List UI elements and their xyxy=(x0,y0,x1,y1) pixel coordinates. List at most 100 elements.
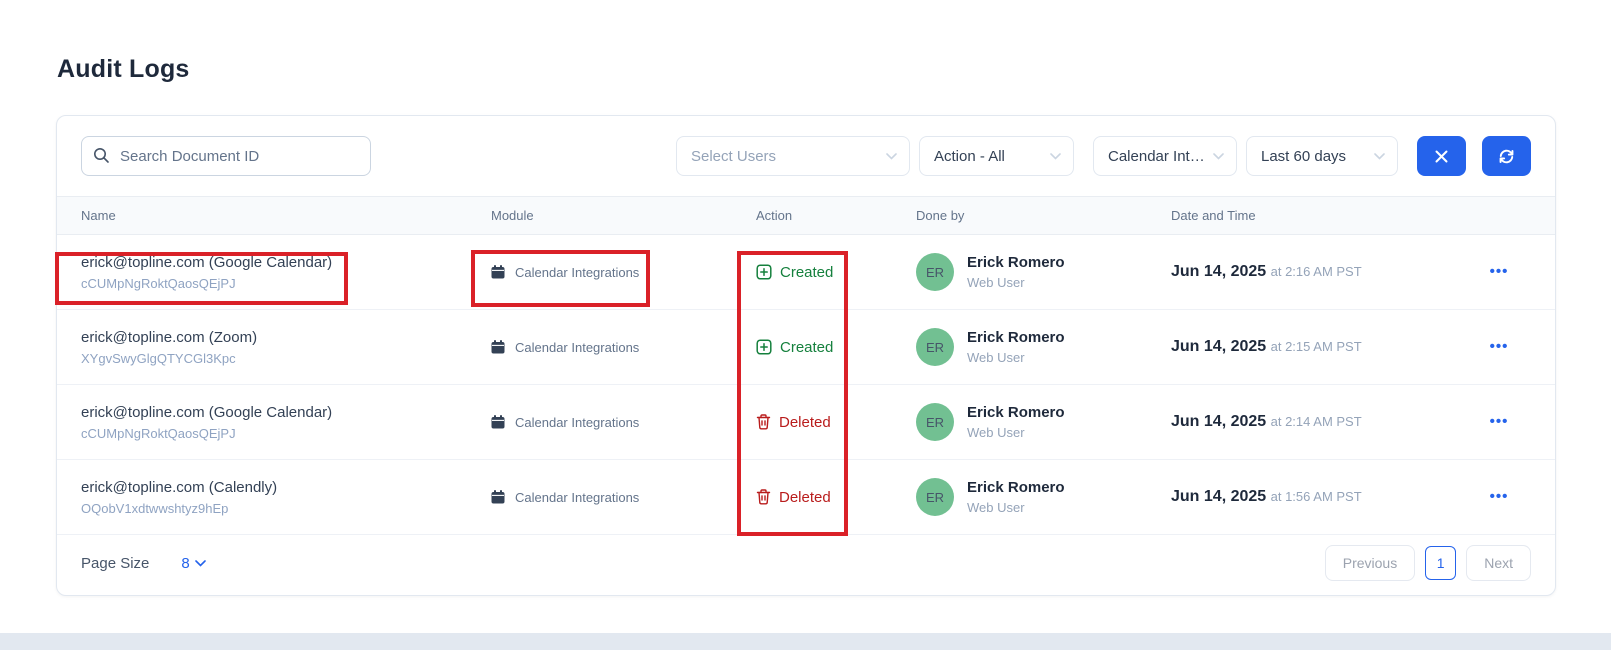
document-id: cCUMpNgRoktQaosQEjPJ xyxy=(81,425,236,441)
chevron-down-icon xyxy=(1213,152,1224,160)
time-value: at 1:56 AM PST xyxy=(1270,489,1362,504)
done-by-text: Erick Romero Web User xyxy=(967,254,1065,290)
date-cell: Jun 14, 2025 at 1:56 AM PST xyxy=(1171,488,1467,506)
document-id: XYgvSwyGlgQTYCGl3Kpc xyxy=(81,350,236,366)
date-range-filter-dropdown[interactable]: Last 60 days xyxy=(1246,136,1398,176)
table-footer: Page Size 8 Previous 1 Next xyxy=(57,535,1555,591)
done-by-text: Erick Romero Web User xyxy=(967,329,1065,365)
search-input[interactable] xyxy=(81,136,371,176)
date-value: Jun 14, 2025 xyxy=(1171,338,1267,355)
users-filter-dropdown[interactable]: Select Users xyxy=(676,136,910,176)
record-name: erick@topline.com (Calendly) xyxy=(81,478,278,496)
done-by-text: Erick Romero Web User xyxy=(967,479,1065,515)
search-wrap xyxy=(81,136,371,176)
users-filter-label: Select Users xyxy=(691,147,777,165)
done-by-name: Erick Romero xyxy=(967,479,1065,496)
row-actions-menu-button[interactable]: ••• xyxy=(1489,338,1509,355)
chevron-down-icon xyxy=(886,152,897,160)
trash-icon xyxy=(756,489,771,505)
name-cell: erick@topline.com (Google Calendar) cCUM… xyxy=(81,254,491,291)
done-by-name: Erick Romero xyxy=(967,329,1065,346)
avatar: ER xyxy=(916,403,954,441)
name-cell: erick@topline.com (Calendly) OQobV1xdtww… xyxy=(81,479,491,516)
action-label: Deleted xyxy=(779,488,831,506)
module-label: Calendar Integrations xyxy=(515,414,640,430)
module-cell: Calendar Integrations xyxy=(491,265,756,280)
calendar-icon xyxy=(491,340,505,354)
module-cell: Calendar Integrations xyxy=(491,340,756,355)
table-body: erick@topline.com (Google Calendar) cCUM… xyxy=(57,235,1555,535)
row-actions-menu-button[interactable]: ••• xyxy=(1489,263,1509,280)
table-row: erick@topline.com (Google Calendar) cCUM… xyxy=(57,385,1555,460)
table-header-row: Name Module Action Done by Date and Time xyxy=(57,196,1555,235)
avatar: ER xyxy=(916,328,954,366)
date-cell: Jun 14, 2025 at 2:14 AM PST xyxy=(1171,413,1467,431)
action-cell: Deleted xyxy=(756,489,916,506)
action-filter-dropdown[interactable]: Action - All xyxy=(919,136,1074,176)
done-by-name: Erick Romero xyxy=(967,254,1065,271)
column-header-module: Module xyxy=(491,208,534,223)
row-actions-menu-button[interactable]: ••• xyxy=(1489,488,1509,505)
filter-bar: Select Users Action - All Calendar Integ… xyxy=(676,136,1531,176)
calendar-icon xyxy=(491,490,505,504)
page-size-label: Page Size xyxy=(81,554,150,572)
clear-filters-button[interactable] xyxy=(1417,136,1466,176)
done-by-role: Web User xyxy=(967,275,1025,290)
action-filter-label: Action - All xyxy=(934,147,1005,165)
module-label: Calendar Integrations xyxy=(515,339,640,355)
avatar: ER xyxy=(916,478,954,516)
done-by-role: Web User xyxy=(967,350,1025,365)
done-by-cell: ER Erick Romero Web User xyxy=(916,253,1171,291)
menu-cell: ••• xyxy=(1467,338,1531,356)
refresh-icon xyxy=(1499,149,1514,163)
menu-cell: ••• xyxy=(1467,263,1531,281)
chevron-down-icon xyxy=(1374,152,1385,160)
date-range-filter-label: Last 60 days xyxy=(1261,147,1347,165)
done-by-role: Web User xyxy=(967,425,1025,440)
row-actions-menu-button[interactable]: ••• xyxy=(1489,413,1509,430)
pagination: Previous 1 Next xyxy=(1324,545,1531,581)
record-name: erick@topline.com (Google Calendar) xyxy=(81,403,333,421)
module-filter-dropdown[interactable]: Calendar Integr... xyxy=(1093,136,1237,176)
time-value: at 2:15 AM PST xyxy=(1270,339,1362,354)
date-value: Jun 14, 2025 xyxy=(1171,488,1267,505)
module-label: Calendar Integrations xyxy=(515,489,640,505)
document-id: OQobV1xdtwwshtyz9hEp xyxy=(81,500,229,516)
chevron-down-icon xyxy=(1050,152,1061,160)
action-label: Deleted xyxy=(779,413,831,431)
date-value: Jun 14, 2025 xyxy=(1171,413,1267,430)
page-size-control: Page Size 8 xyxy=(81,555,206,572)
module-filter-label: Calendar Integr... xyxy=(1108,147,1205,165)
trash-icon xyxy=(756,414,771,430)
menu-cell: ••• xyxy=(1467,488,1531,506)
record-name: erick@topline.com (Zoom) xyxy=(81,328,258,346)
avatar: ER xyxy=(916,253,954,291)
action-cell: Created xyxy=(756,264,916,281)
close-icon xyxy=(1435,150,1448,162)
date-value: Jun 14, 2025 xyxy=(1171,263,1267,280)
module-cell: Calendar Integrations xyxy=(491,415,756,430)
current-page-button[interactable]: 1 xyxy=(1425,546,1457,580)
table-row: erick@topline.com (Zoom) XYgvSwyGlgQTYCG… xyxy=(57,310,1555,385)
action-cell: Deleted xyxy=(756,414,916,431)
page-size-selector[interactable]: 8 xyxy=(181,555,206,572)
document-id: cCUMpNgRoktQaosQEjPJ xyxy=(81,275,236,291)
next-page-button[interactable]: Next xyxy=(1466,545,1531,581)
refresh-button[interactable] xyxy=(1482,136,1531,176)
menu-cell: ••• xyxy=(1467,413,1531,431)
name-cell: erick@topline.com (Google Calendar) cCUM… xyxy=(81,404,491,441)
audit-logs-card: Select Users Action - All Calendar Integ… xyxy=(56,115,1556,596)
done-by-cell: ER Erick Romero Web User xyxy=(916,403,1171,441)
previous-page-button[interactable]: Previous xyxy=(1324,545,1416,581)
date-cell: Jun 14, 2025 at 2:16 AM PST xyxy=(1171,263,1467,281)
module-label: Calendar Integrations xyxy=(515,264,640,280)
action-label: Created xyxy=(780,338,834,356)
calendar-icon xyxy=(491,415,505,429)
name-cell: erick@topline.com (Zoom) XYgvSwyGlgQTYCG… xyxy=(81,329,491,366)
column-header-action: Action xyxy=(756,208,793,223)
done-by-role: Web User xyxy=(967,500,1025,515)
done-by-cell: ER Erick Romero Web User xyxy=(916,328,1171,366)
column-header-date: Date and Time xyxy=(1171,208,1256,223)
module-cell: Calendar Integrations xyxy=(491,490,756,505)
search-icon xyxy=(94,148,109,163)
